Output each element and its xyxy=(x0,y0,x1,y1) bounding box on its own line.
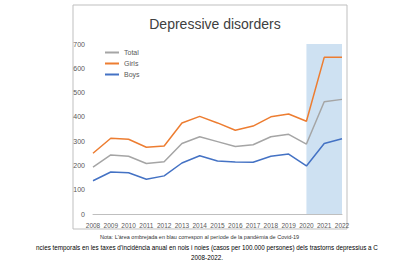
svg-text:2020: 2020 xyxy=(299,222,314,229)
svg-text:400: 400 xyxy=(73,113,85,120)
svg-text:ncies temporals en les taxes d: ncies temporals en les taxes d'incidènci… xyxy=(36,244,378,252)
svg-text:2012: 2012 xyxy=(157,222,172,229)
svg-text:2018: 2018 xyxy=(264,222,279,229)
svg-text:100: 100 xyxy=(73,186,85,193)
svg-text:2017: 2017 xyxy=(246,222,261,229)
svg-text:500: 500 xyxy=(73,89,85,96)
svg-text:Girls: Girls xyxy=(124,60,139,67)
svg-text:2011: 2011 xyxy=(139,222,153,229)
svg-text:2021: 2021 xyxy=(317,222,332,229)
svg-text:600: 600 xyxy=(73,65,85,72)
svg-text:2013: 2013 xyxy=(175,222,190,229)
svg-text:2019: 2019 xyxy=(281,222,296,229)
svg-text:2022: 2022 xyxy=(335,222,350,229)
svg-text:2008-2022.: 2008-2022. xyxy=(191,254,223,261)
svg-text:2010: 2010 xyxy=(121,222,136,229)
svg-text:700: 700 xyxy=(73,41,85,48)
svg-text:Nota: L'àrea ombrejada en blau: Nota: L'àrea ombrejada en blau correspon… xyxy=(100,234,299,240)
svg-text:2015: 2015 xyxy=(210,222,225,229)
svg-text:Total: Total xyxy=(124,49,139,56)
svg-text:2008: 2008 xyxy=(86,222,101,229)
svg-text:Boys: Boys xyxy=(124,71,140,79)
svg-text:Depressive disorders: Depressive disorders xyxy=(149,16,281,32)
svg-text:2009: 2009 xyxy=(104,222,119,229)
svg-text:2016: 2016 xyxy=(228,222,243,229)
svg-text:300: 300 xyxy=(73,138,85,145)
svg-text:0: 0 xyxy=(81,211,85,218)
svg-text:2014: 2014 xyxy=(192,222,207,229)
svg-text:200: 200 xyxy=(73,162,85,169)
